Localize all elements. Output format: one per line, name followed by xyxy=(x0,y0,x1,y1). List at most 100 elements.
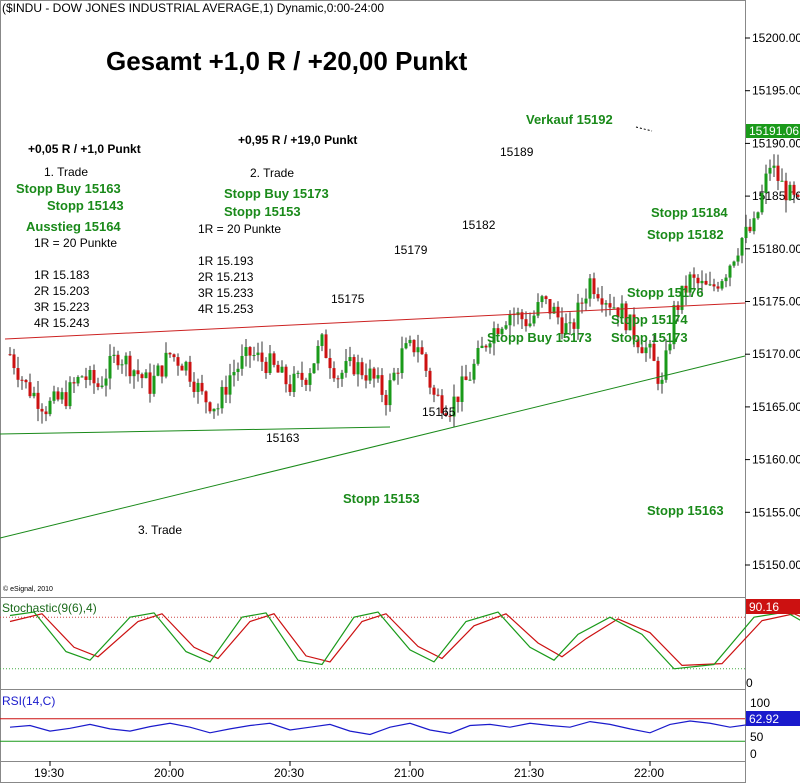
candle-body xyxy=(660,379,664,384)
candle-body xyxy=(732,261,736,266)
candle-body xyxy=(536,302,540,316)
candle-body xyxy=(724,277,728,282)
trade1-target-1: 1R 15.183 xyxy=(34,268,90,282)
candle-body xyxy=(692,274,696,278)
candle-body xyxy=(116,354,120,366)
candle-body xyxy=(520,312,524,320)
candle-body xyxy=(504,325,508,329)
candle-body xyxy=(244,347,248,356)
candle-body xyxy=(684,285,688,293)
candle-body xyxy=(300,372,304,380)
candle-body xyxy=(280,366,284,373)
candle-body xyxy=(236,368,240,373)
candle-body xyxy=(640,347,644,354)
candle-body xyxy=(368,368,372,381)
trade2-target-3: 3R 15.233 xyxy=(198,286,254,300)
candle-body xyxy=(604,303,608,305)
trade1-result: +0,05 R / +1,0 Punkt xyxy=(28,142,141,156)
trade1-target-3: 3R 15.223 xyxy=(34,300,90,314)
candle-body xyxy=(580,302,584,304)
candle-body xyxy=(152,375,156,394)
stochastic-tick-0: 0 xyxy=(746,676,753,690)
rsi-panel xyxy=(0,718,800,742)
y-tick-label: 15165.00 xyxy=(752,400,800,414)
candle-body xyxy=(628,314,632,331)
sell-marker xyxy=(635,126,653,132)
candle-body xyxy=(492,328,496,344)
candle-body xyxy=(316,345,320,364)
candle-body xyxy=(572,322,576,329)
candle-body xyxy=(168,352,172,355)
candle-body xyxy=(588,278,592,299)
candle-body xyxy=(584,298,588,304)
price-tag-value: 15191.06 xyxy=(749,124,799,138)
rsi-label: RSI(14,C) xyxy=(2,694,55,708)
stop-15182-annotation: Stopp 15182 xyxy=(647,227,724,242)
candle-body xyxy=(252,355,256,357)
candle-body xyxy=(376,375,380,379)
candle-body xyxy=(212,408,216,412)
candle-body xyxy=(304,379,308,385)
candle-body xyxy=(736,255,740,262)
rsi-tick-0: 0 xyxy=(750,747,757,761)
point-label-15182: 15182 xyxy=(462,218,496,232)
candle-body xyxy=(140,374,144,379)
candle-body xyxy=(784,180,788,201)
candle-body xyxy=(348,357,352,362)
stop-15163-annotation: Stopp 15163 xyxy=(647,503,724,518)
candle-body xyxy=(272,353,276,365)
candle-body xyxy=(696,277,700,284)
point-label-15189: 15189 xyxy=(500,145,534,159)
candle-body xyxy=(524,319,528,327)
trade2-target-4: 4R 15.253 xyxy=(198,302,254,316)
chart-title: Gesamt +1,0 R / +20,00 Punkt xyxy=(106,46,468,76)
trade2-target-1: 1R 15.193 xyxy=(198,254,254,268)
candle-body xyxy=(28,382,32,397)
candle-body xyxy=(672,305,676,345)
y-tick-label: 15190.00 xyxy=(752,136,800,150)
point-label-15165: 15165 xyxy=(422,405,456,419)
candle-body xyxy=(448,415,452,417)
candle-body xyxy=(540,296,544,303)
candle-body xyxy=(428,370,432,388)
candle-body xyxy=(156,365,160,376)
candle-body xyxy=(488,343,492,348)
candle-body xyxy=(548,299,552,314)
candle-body xyxy=(268,353,272,374)
candle-body xyxy=(120,364,124,366)
candle-body xyxy=(788,184,792,201)
y-tick-label: 15195.00 xyxy=(752,84,800,98)
candle-body xyxy=(240,355,244,369)
candle-body xyxy=(68,382,72,407)
stop-15174-annotation: Stopp 15174 xyxy=(611,312,688,327)
x-tick-label: 22:00 xyxy=(634,766,664,780)
candle-body xyxy=(352,357,356,375)
candle-body xyxy=(532,315,536,324)
trade2-stop: Stopp 15153 xyxy=(224,204,301,219)
candle-body xyxy=(76,377,80,384)
candle-body xyxy=(652,343,656,361)
candle-body xyxy=(612,307,616,309)
candle-body xyxy=(600,298,604,305)
candle-body xyxy=(24,379,28,383)
candle-body xyxy=(64,392,68,407)
x-tick-label: 20:30 xyxy=(274,766,304,780)
x-tick-label: 21:00 xyxy=(394,766,424,780)
candle-body xyxy=(568,322,572,324)
candle-body xyxy=(528,323,532,327)
stop-buy-15173-annotation: Stopp Buy 15173 xyxy=(487,330,592,345)
candle-body xyxy=(464,376,468,380)
stoch-k-line xyxy=(9,611,800,670)
candle-body xyxy=(108,355,112,379)
time-axis: 19:30 20:00 20:30 21:00 21:30 22:00 xyxy=(34,761,664,780)
candle-body xyxy=(400,348,404,374)
candle-body xyxy=(396,372,400,374)
support-line xyxy=(0,355,746,539)
candle-body xyxy=(200,382,204,392)
candle-body xyxy=(796,194,800,197)
stoch-d-line xyxy=(9,613,800,666)
candle-body xyxy=(444,413,448,416)
rsi-tick-50: 50 xyxy=(750,730,764,744)
candle-body xyxy=(748,226,752,232)
candle-body xyxy=(636,339,640,348)
